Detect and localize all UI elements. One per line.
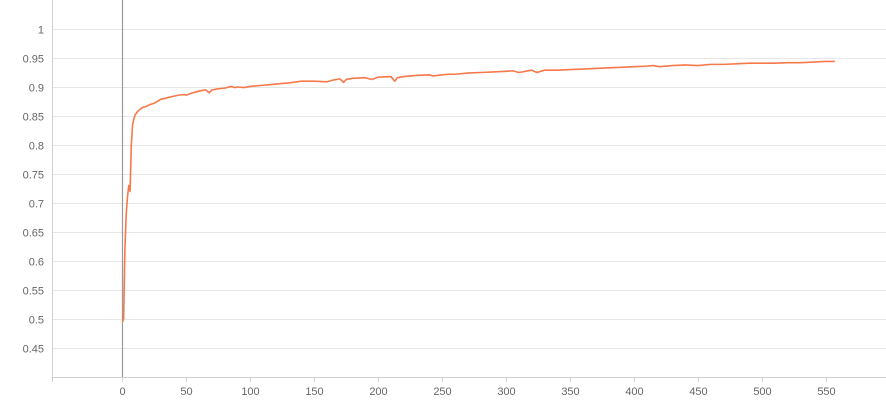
x-tick-label: 250 — [433, 386, 451, 398]
y-tick-label: 0.75 — [23, 170, 44, 182]
x-tick-label: 550 — [817, 386, 835, 398]
x-tick-label: 400 — [625, 386, 643, 398]
x-tick-label: 150 — [305, 386, 323, 398]
y-tick-label: 0.45 — [23, 344, 44, 356]
x-axis-ticks: 0 50 100 150 200 250 300 350 400 450 500 550 — [52, 377, 836, 398]
x-tick-label: 500 — [753, 386, 771, 398]
x-tick-label: 50 — [180, 386, 192, 398]
x-tick-label: 100 — [241, 386, 259, 398]
chart-axes — [52, 0, 886, 378]
y-tick-label: 0.7 — [29, 199, 44, 211]
y-tick-label: 0.95 — [23, 54, 44, 66]
y-tick-label: 0.55 — [23, 286, 44, 298]
y-tick-label: 1 — [38, 25, 44, 37]
y-tick-label: 0.8 — [29, 141, 44, 153]
series-line — [121, 60, 835, 323]
horizontal-gridlines — [52, 29, 886, 349]
x-tick-label: 0 — [119, 386, 125, 398]
x-tick-label: 450 — [689, 386, 707, 398]
series-group — [121, 60, 835, 323]
y-tick-label: 0.5 — [29, 315, 44, 327]
x-tick-label: 200 — [369, 386, 387, 398]
x-tick-label: 300 — [497, 386, 515, 398]
y-tick-label: 0.9 — [29, 83, 44, 95]
y-axis-ticks: 0.45 0.5 0.55 0.6 0.65 0.7 0.75 0.8 0.85 0.9 0.95 1 — [23, 25, 44, 356]
x-tick-label: 350 — [561, 386, 579, 398]
y-tick-label: 0.65 — [23, 228, 44, 240]
y-tick-label: 0.6 — [29, 257, 44, 269]
y-tick-label: 0.85 — [23, 112, 44, 124]
